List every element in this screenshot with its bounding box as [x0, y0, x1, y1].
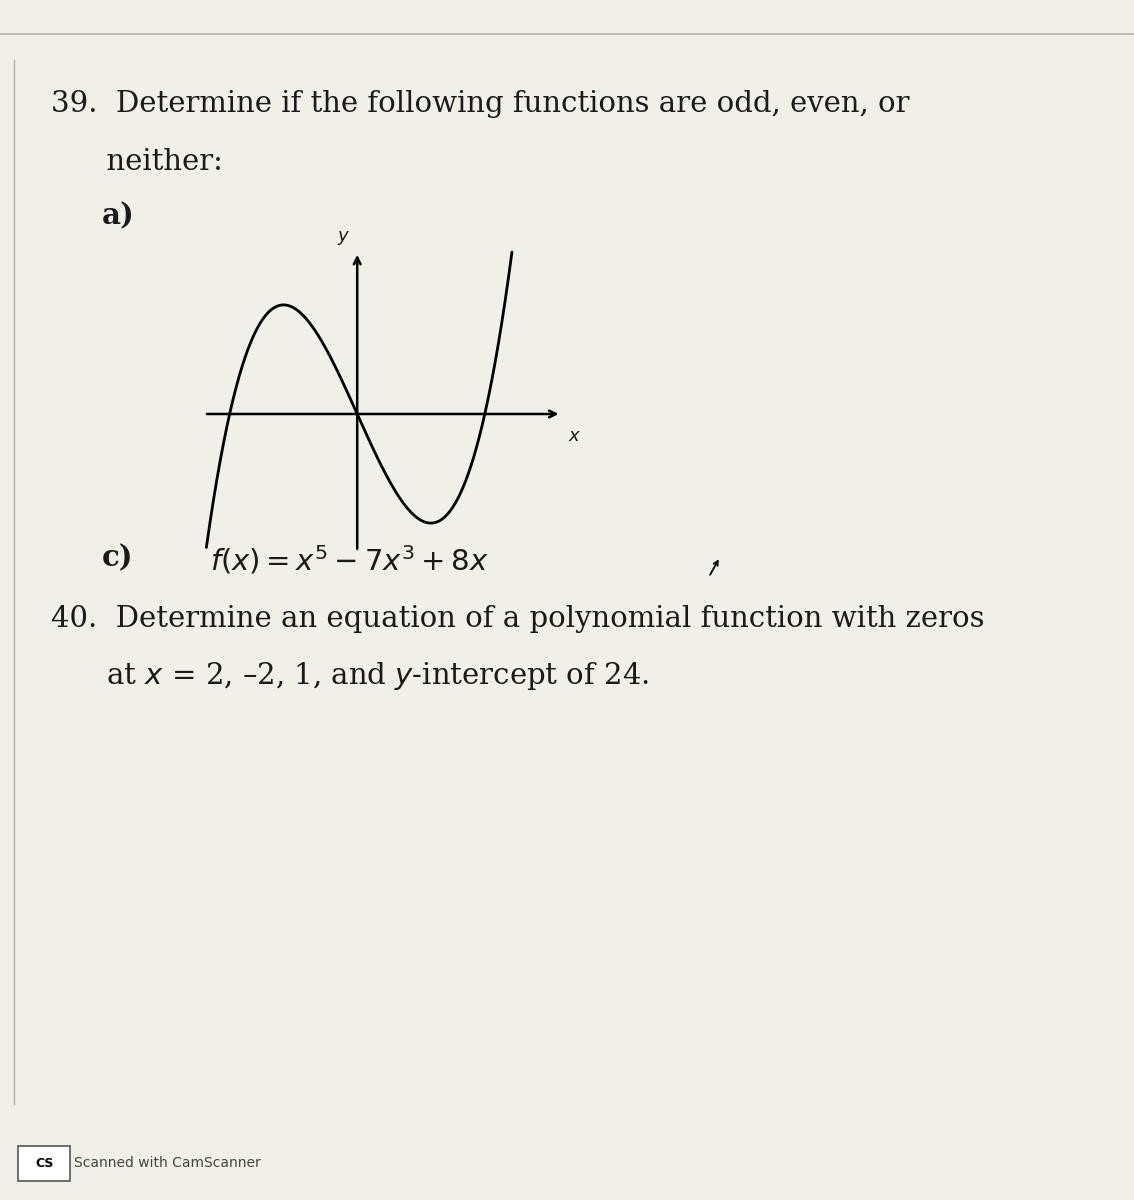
Text: $y$: $y$ [337, 229, 350, 247]
Text: 40.  Determine an equation of a polynomial function with zeros: 40. Determine an equation of a polynomia… [51, 605, 984, 632]
FancyBboxPatch shape [18, 1146, 70, 1181]
Text: 39.  Determine if the following functions are odd, even, or: 39. Determine if the following functions… [51, 90, 909, 118]
Text: $f(x) = x^5 - 7x^3 + 8x$: $f(x) = x^5 - 7x^3 + 8x$ [210, 544, 489, 576]
Text: neither:: neither: [51, 148, 223, 175]
Text: a): a) [102, 202, 135, 230]
Text: $x$: $x$ [568, 426, 582, 444]
Text: c): c) [102, 544, 134, 572]
Text: CS: CS [35, 1157, 53, 1170]
Text: Scanned with CamScanner: Scanned with CamScanner [74, 1157, 261, 1170]
Text: at $x$ = 2, –2, 1, and $y$-intercept of 24.: at $x$ = 2, –2, 1, and $y$-intercept of … [51, 660, 649, 692]
